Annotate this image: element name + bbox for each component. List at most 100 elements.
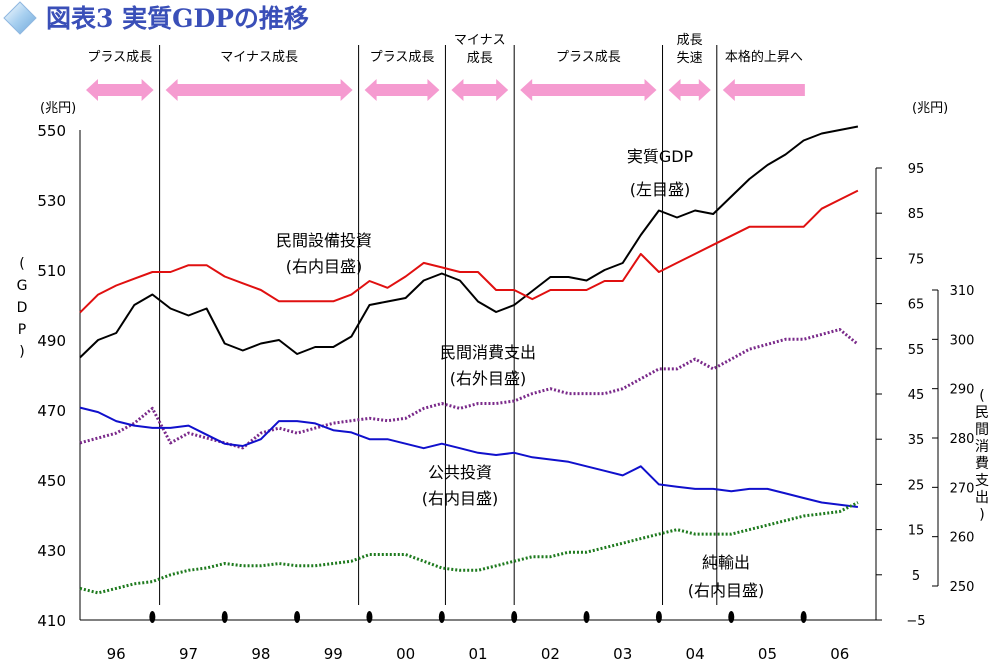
public-annotation-title: 公共投資 xyxy=(428,463,492,482)
right-outer-tick-label: 300 xyxy=(950,333,975,348)
phase-label: 失速 xyxy=(677,51,703,66)
x-tick-label: 02 xyxy=(541,645,560,660)
phase-arrow xyxy=(722,79,805,101)
series-lines xyxy=(79,125,859,595)
left-tick-label: 510 xyxy=(37,262,66,280)
right-inner-tick-label: 25 xyxy=(908,478,925,493)
left-axis-title-char: ) xyxy=(19,344,24,360)
right-outer-axis-title-char: 間 xyxy=(975,422,989,438)
public-annotation-scale: (右内目盛) xyxy=(422,489,499,508)
right-outer-tick-label: 310 xyxy=(950,284,975,299)
consumption-annotation-scale: (右外目盛) xyxy=(450,369,527,388)
right-outer-axis-title-char: ( xyxy=(979,388,984,404)
left-tick-label: 530 xyxy=(37,192,66,210)
public-investment-line xyxy=(79,406,859,508)
year-boundary-marker xyxy=(294,611,301,623)
chart-title: 図表3 実質GDPの推移 xyxy=(46,4,309,33)
right-inner-tick-label: 95 xyxy=(908,162,925,177)
right-inner-tick-label: −5 xyxy=(906,614,925,629)
right-outer-tick-label: 270 xyxy=(950,481,975,496)
gdp-annotation-scale: (左目盛) xyxy=(630,180,691,199)
right-outer-axis-title-char: 消 xyxy=(975,439,989,455)
left-axis-title-char: ( xyxy=(19,256,24,272)
right-inner-tick-label: 45 xyxy=(908,388,925,403)
gdp-line xyxy=(79,125,859,359)
year-boundary-marker xyxy=(438,611,445,623)
phase-label: プラス成長 xyxy=(370,50,435,65)
right-outer-axis-title-char: 費 xyxy=(975,456,989,472)
x-tick-label: 05 xyxy=(758,645,777,660)
left-axis-title-char: D xyxy=(17,300,28,316)
year-boundary-marker xyxy=(655,611,662,623)
year-boundary-marker xyxy=(728,611,735,623)
right-outer-axis-title-char: 支 xyxy=(975,473,989,489)
year-boundary-marker xyxy=(221,611,228,623)
right-inner-tick-label: 65 xyxy=(908,298,925,313)
series-annotations: 実質GDP (左目盛) 民間設備投資 (右内目盛) 民間消費支出 (右外目盛) 公共投資 (右… xyxy=(276,147,764,600)
right-outer-axis-title-char: 民 xyxy=(975,405,989,421)
x-tick-label: 96 xyxy=(107,645,126,660)
year-boundary-marker xyxy=(366,611,373,623)
left-tick-label: 450 xyxy=(37,472,66,490)
left-tick-label: 490 xyxy=(37,332,66,350)
phase-label: 本格的上昇へ xyxy=(725,49,803,65)
right-inner-tick-label: 5 xyxy=(912,569,920,584)
title-diamond-icon xyxy=(3,1,37,35)
right-outer-tick-label: 280 xyxy=(950,432,975,447)
right-inner-tick-label: 35 xyxy=(908,433,925,448)
year-boundary-marker xyxy=(583,611,590,623)
phase-label: プラス成長 xyxy=(87,50,152,65)
right-outer-tick-label: 290 xyxy=(950,383,975,398)
phase-arrow xyxy=(451,79,509,101)
right-outer-axis-title-char: 出 xyxy=(975,490,989,506)
axes-group: (兆円) 550 530 510 490 470 450 430 410 ( GDP) (兆円) 95 8… xyxy=(17,101,989,660)
consumption-annotation-title: 民間消費支出 xyxy=(440,343,536,362)
phase-label: プラス成長 xyxy=(556,50,621,65)
left-axis-title-char: G xyxy=(17,278,28,294)
x-tick-label: 97 xyxy=(179,645,198,660)
left-tick-label: 410 xyxy=(37,612,66,630)
capex-annotation-title: 民間設備投資 xyxy=(276,231,372,250)
x-tick-label: 01 xyxy=(468,645,487,660)
net_exports-annotation-title: 純輸出 xyxy=(702,553,750,572)
right-inner-tick-label: 75 xyxy=(908,252,925,267)
net-exports-line xyxy=(79,501,859,595)
left-axis-unit: (兆円) xyxy=(40,101,76,116)
x-tick-label: 98 xyxy=(251,645,270,660)
year-boundary-marker xyxy=(800,611,807,623)
left-axis-title-char: P xyxy=(18,322,26,338)
phase-arrow xyxy=(86,79,154,101)
right-outer-axis-title-char: ) xyxy=(979,507,984,523)
consumption-line xyxy=(79,328,859,450)
capex-line xyxy=(79,189,859,314)
year-boundary-marker xyxy=(149,611,156,623)
phase-label: マイナス xyxy=(454,33,506,48)
right-inner-tick-label: 15 xyxy=(908,524,925,539)
left-tick-label: 430 xyxy=(37,542,66,560)
phase-label: マイナス成長 xyxy=(220,50,298,65)
x-tick-label: 06 xyxy=(830,645,849,660)
right-outer-tick-label: 260 xyxy=(950,531,975,546)
phase-arrow xyxy=(364,79,440,101)
capex-annotation-scale: (右内目盛) xyxy=(286,257,363,276)
right-inner-axis-unit: (兆円) xyxy=(912,101,948,116)
left-tick-label: 550 xyxy=(37,122,66,140)
right-inner-tick-label: 55 xyxy=(908,343,925,358)
x-tick-label: 99 xyxy=(324,645,343,660)
phase-arrow xyxy=(668,79,711,101)
year-boundary-marker xyxy=(511,611,518,623)
left-tick-label: 470 xyxy=(37,402,66,420)
phase-label: 成長 xyxy=(677,33,703,48)
x-tick-label: 00 xyxy=(396,645,415,660)
right-inner-tick-label: 85 xyxy=(908,207,925,222)
phase-arrow xyxy=(165,79,353,101)
chart-title-group: 図表3 実質GDPの推移 xyxy=(3,1,309,35)
x-tick-label: 04 xyxy=(686,645,705,660)
gdp-annotation-title: 実質GDP xyxy=(627,147,694,166)
phase-arrow xyxy=(520,79,657,101)
right-outer-tick-label: 250 xyxy=(950,580,975,595)
phase-label: 成長 xyxy=(467,51,493,66)
